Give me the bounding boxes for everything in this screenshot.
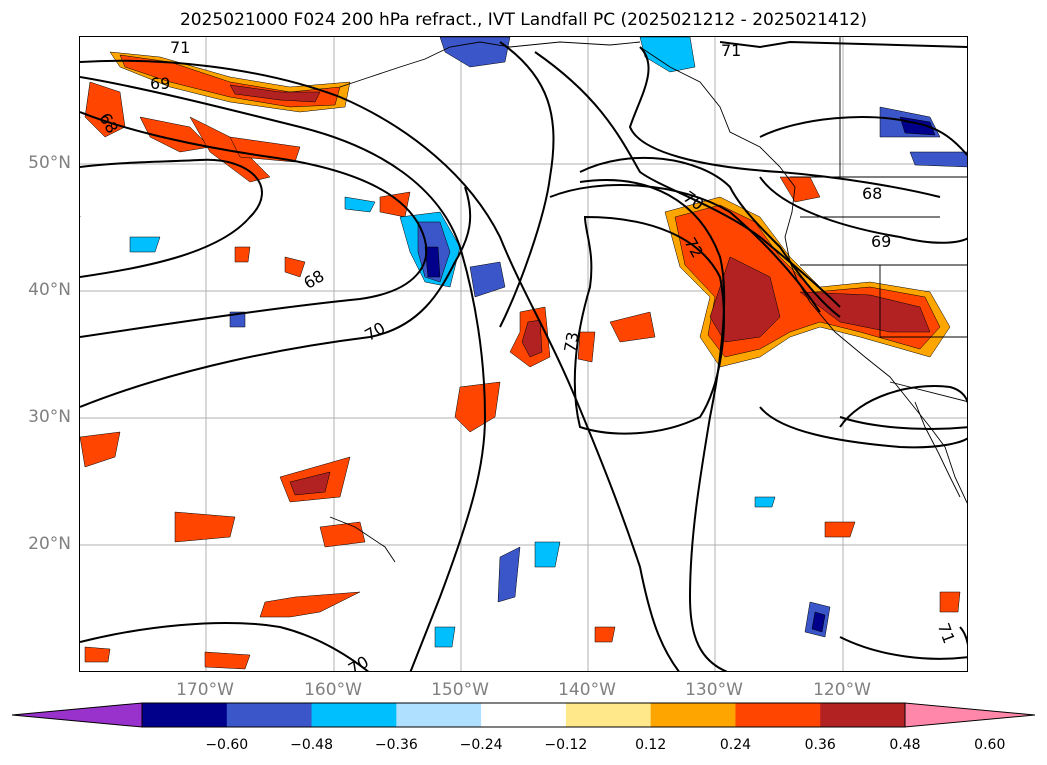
- negative-ivt-regions: [129, 37, 967, 648]
- map-canvas: 71 69 68 68 70 73 70 72 68 69 71 70 71: [80, 37, 967, 672]
- contour-label: 71: [170, 38, 190, 57]
- refractivity-contours: [80, 40, 967, 671]
- colorbar-segment: [650, 703, 736, 727]
- colorbar-tick-label: 0.60: [974, 737, 1006, 753]
- colorbar-tick-label: 0.24: [719, 737, 752, 753]
- colorbar: [12, 702, 1035, 728]
- colorbar-tick-label: −0.36: [374, 737, 418, 753]
- lon-label-170w: 170°W: [176, 680, 234, 700]
- lat-label-30n: 30°N: [28, 407, 71, 427]
- colorbar-tick-label: −0.12: [544, 737, 588, 753]
- lon-label-150w: 150°W: [431, 680, 489, 700]
- colorbar-segment: [142, 703, 228, 727]
- contour-label: 73: [560, 330, 582, 353]
- colorbar-extend-high: [905, 703, 1035, 727]
- contour-label: 69: [150, 74, 170, 93]
- colorbar-segment: [311, 703, 397, 727]
- contour-label: 70: [345, 652, 372, 672]
- lat-label-50n: 50°N: [28, 153, 71, 173]
- colorbar-extend-low: [12, 703, 142, 727]
- lat-label-40n: 40°N: [28, 280, 71, 300]
- lon-label-160w: 160°W: [304, 680, 362, 700]
- positive-ivt-regions: [80, 51, 961, 670]
- colorbar-segment: [226, 703, 313, 727]
- map-area[interactable]: 71 69 68 68 70 73 70 72 68 69 71 70 71: [79, 36, 968, 672]
- lat-label-20n: 20°N: [28, 534, 71, 554]
- colorbar-segment: [481, 703, 567, 727]
- colorbar-tick-label: −0.60: [205, 737, 249, 753]
- colorbar-tick-label: −0.24: [459, 737, 503, 753]
- contour-label: 70: [361, 318, 388, 345]
- lon-label-140w: 140°W: [558, 680, 616, 700]
- colorbar-segment: [565, 703, 652, 727]
- contour-label: 71: [934, 620, 959, 646]
- colorbar-tick-label: 0.12: [635, 737, 667, 753]
- contour-label: 71: [721, 41, 741, 60]
- map-title: 2025021000 F024 200 hPa refract., IVT La…: [179, 10, 867, 30]
- contour-label: 69: [871, 232, 891, 251]
- colorbar-segment: [820, 703, 906, 727]
- colorbar-segment: [396, 703, 482, 727]
- colorbar-tick-label: 0.48: [889, 737, 921, 753]
- colorbar-tick-label: 0.36: [804, 737, 836, 753]
- lon-label-120w: 120°W: [813, 680, 871, 700]
- colorbar-segment: [735, 703, 821, 727]
- colorbar-tick-label: −0.48: [290, 737, 333, 753]
- contour-label: 68: [300, 266, 327, 293]
- lon-label-130w: 130°W: [685, 680, 743, 700]
- contour-label: 68: [862, 184, 882, 203]
